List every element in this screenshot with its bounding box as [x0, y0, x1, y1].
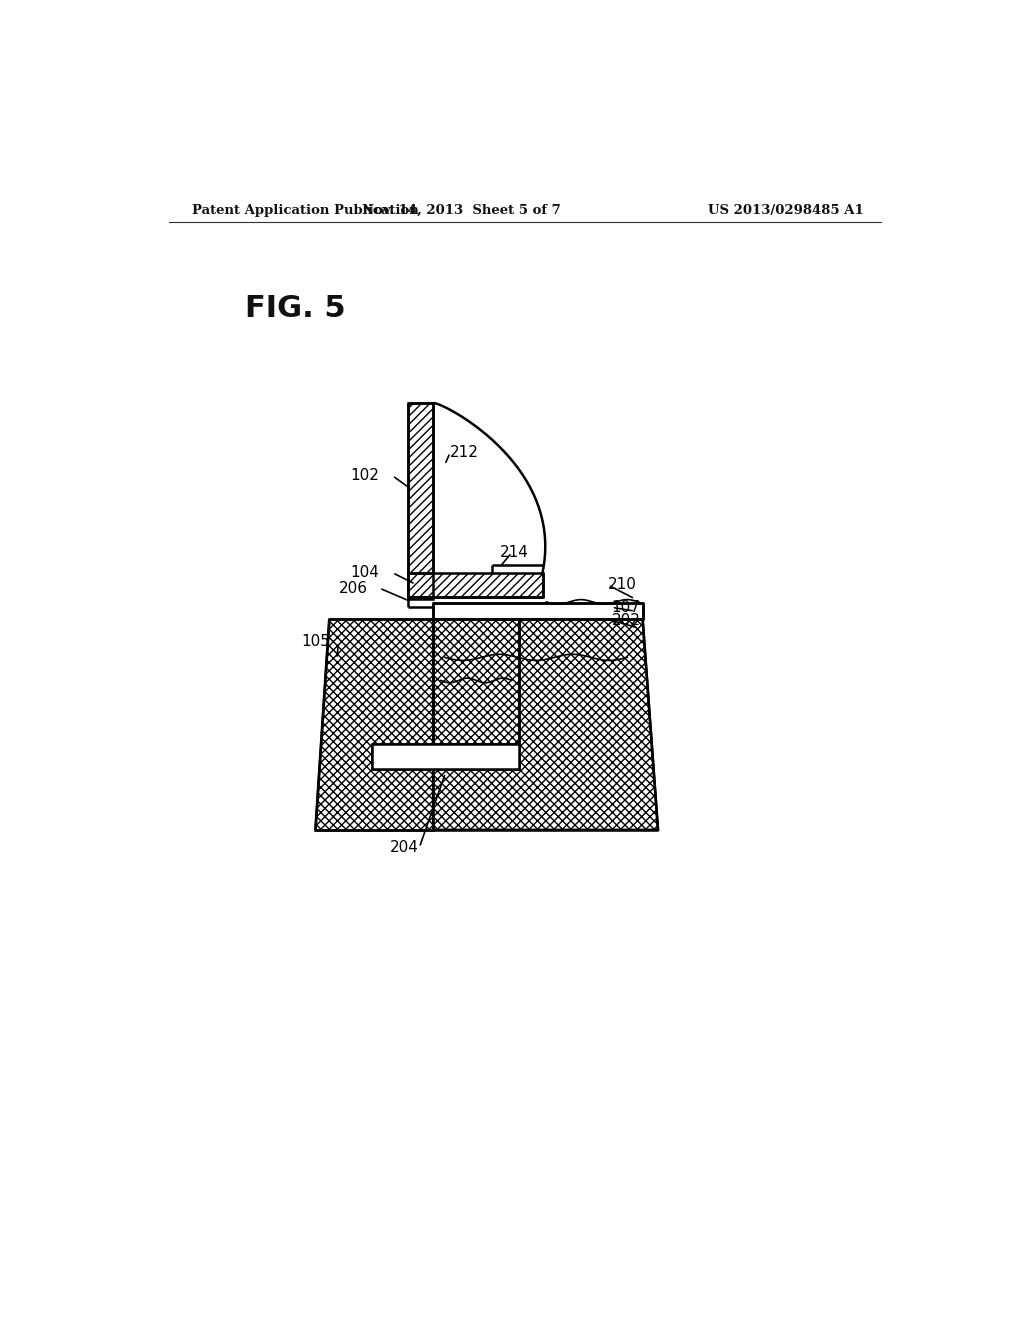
Text: FIG. 5: FIG. 5	[245, 294, 345, 323]
Text: 204: 204	[389, 840, 419, 855]
Text: US 2013/0298485 A1: US 2013/0298485 A1	[708, 205, 864, 218]
Polygon shape	[433, 619, 519, 743]
Bar	[372, 743, 519, 770]
Text: 212: 212	[451, 445, 479, 461]
Polygon shape	[433, 619, 658, 830]
Text: 107: 107	[611, 599, 641, 615]
Polygon shape	[315, 619, 433, 830]
Bar	[433, 603, 643, 619]
Text: 104: 104	[350, 565, 379, 581]
Bar	[408, 573, 543, 598]
Text: 210: 210	[608, 577, 637, 593]
Text: 202: 202	[611, 612, 641, 628]
Polygon shape	[433, 403, 546, 598]
Text: 214: 214	[500, 545, 529, 560]
Text: 206: 206	[339, 581, 368, 595]
Text: 105: 105	[301, 635, 331, 649]
Bar	[408, 404, 433, 599]
Text: Nov. 14, 2013  Sheet 5 of 7: Nov. 14, 2013 Sheet 5 of 7	[362, 205, 561, 218]
Text: 102: 102	[350, 469, 379, 483]
Text: Patent Application Publication: Patent Application Publication	[193, 205, 419, 218]
